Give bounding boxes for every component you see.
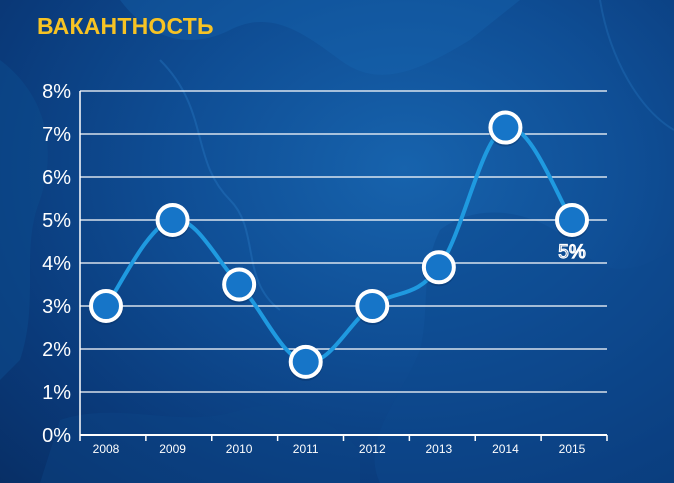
series-line xyxy=(104,125,574,364)
data-point xyxy=(222,267,257,302)
x-axis: 2008 2009 2010 2011 2012 2013 2014 2015 xyxy=(79,434,608,456)
data-labels: 5% xyxy=(558,241,587,263)
x-tick-label: 2012 xyxy=(359,442,386,456)
markers xyxy=(89,110,589,381)
y-axis-ticks: 0% 1% 2% 3% 4% 5% 6% 7% 8% xyxy=(42,81,71,447)
data-point xyxy=(89,289,123,323)
y-tick-label: 2% xyxy=(42,339,71,361)
y-tick-label: 6% xyxy=(42,167,71,189)
y-tick-label: 8% xyxy=(42,81,71,103)
y-tick-label: 3% xyxy=(42,296,71,318)
x-tick-label: 2009 xyxy=(159,442,186,456)
data-point xyxy=(288,344,323,379)
x-tick-label: 2014 xyxy=(492,442,519,456)
y-tick-label: 1% xyxy=(42,382,71,404)
data-point xyxy=(555,203,589,237)
data-point xyxy=(421,250,456,285)
data-label: 5% xyxy=(558,242,586,263)
y-tick-label: 0% xyxy=(42,425,71,447)
data-point xyxy=(488,110,523,145)
data-point xyxy=(355,289,390,323)
data-point xyxy=(155,203,190,237)
x-tick-label: 2011 xyxy=(293,442,319,456)
x-tick-label: 2008 xyxy=(93,442,120,456)
x-tick-label: 2013 xyxy=(426,442,453,456)
y-tick-label: 5% xyxy=(42,210,71,232)
y-tick-label: 7% xyxy=(42,124,71,146)
y-tick-label: 4% xyxy=(42,253,71,275)
x-tick-label: 2010 xyxy=(226,442,253,456)
x-tick-label: 2015 xyxy=(559,442,586,456)
chart-title: ВАКАНТНОСТЬ xyxy=(37,13,214,39)
series-line-group xyxy=(104,125,574,364)
